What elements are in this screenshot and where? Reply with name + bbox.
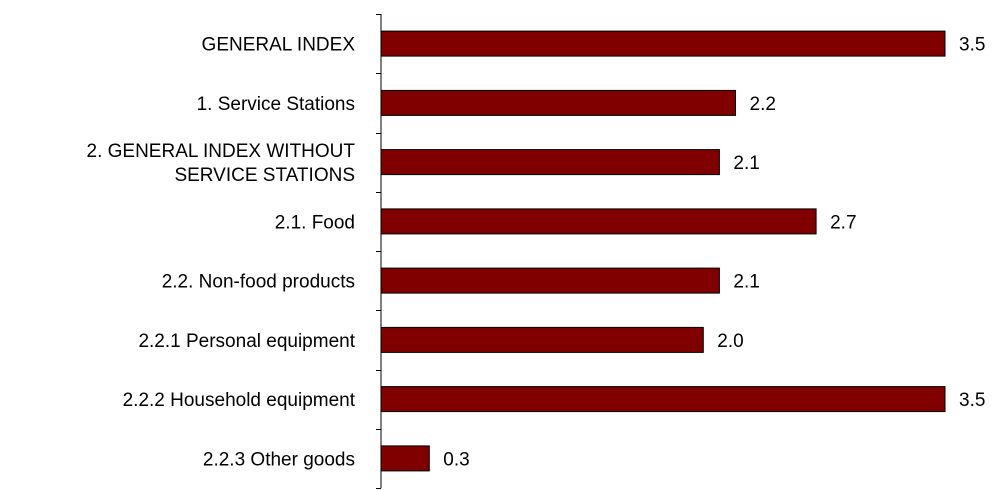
data-label: 0.3 bbox=[443, 449, 469, 470]
bar-layer bbox=[380, 30, 946, 472]
category-tick-label: 2.2.1 Personal equipment bbox=[138, 331, 355, 352]
data-label: 2.0 bbox=[717, 331, 743, 352]
bar bbox=[380, 445, 430, 472]
bar bbox=[380, 208, 817, 235]
bar bbox=[380, 267, 720, 294]
data-label: 3.5 bbox=[959, 390, 985, 411]
bar bbox=[380, 149, 720, 176]
category-tick-label: 1. Service Stations bbox=[197, 94, 355, 115]
category-tick-label: 2.2.3 Other goods bbox=[203, 449, 355, 470]
bar bbox=[380, 89, 736, 116]
bar bbox=[380, 30, 946, 57]
axis-layer bbox=[376, 14, 382, 489]
data-label: 2.1 bbox=[733, 153, 759, 174]
data-label: 2.2 bbox=[750, 94, 776, 115]
category-tick-label: 2.2.2 Household equipment bbox=[123, 390, 356, 411]
data-label: 2.1 bbox=[733, 272, 759, 293]
category-tick-label: GENERAL INDEX bbox=[202, 35, 356, 56]
bar bbox=[380, 386, 946, 413]
data-label: 2.7 bbox=[830, 212, 856, 233]
category-tick-label: 2. GENERAL INDEX WITHOUT bbox=[87, 141, 356, 162]
bar bbox=[380, 326, 704, 353]
data-label: 3.5 bbox=[959, 35, 985, 56]
category-tick-label: 2.1. Food bbox=[275, 212, 355, 233]
label-layer: 3.5 GENERAL INDEX 2.2 1. Service Stations 2.… bbox=[87, 35, 986, 471]
category-tick-label: 2.2. Non-food products bbox=[162, 272, 355, 293]
category-tick-label: SERVICE STATIONS bbox=[174, 165, 355, 186]
